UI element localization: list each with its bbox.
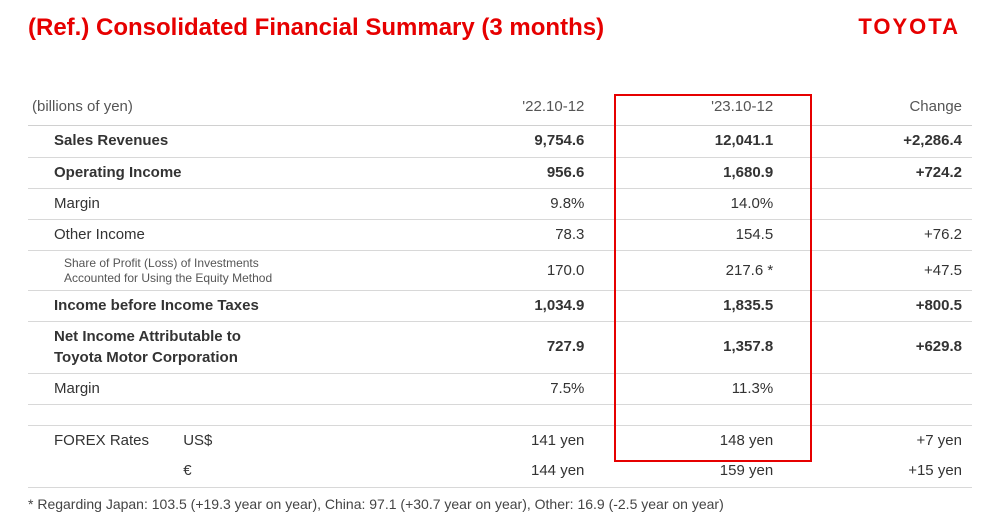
financial-table-container: (billions of yen) '22.10-12 '23.10-12 Ch… [28,92,972,488]
label-sales: Sales Revenues [28,126,406,157]
pretax-chg: +800.5 [783,291,972,322]
row-net-margin: Margin 7.5% 11.3% [28,373,972,404]
equity-chg: +47.5 [783,251,972,291]
unit-label: (billions of yen) [28,92,406,126]
col-period1: '22.10-12 [406,92,595,126]
row-sales: Sales Revenues 9,754.6 12,041.1 +2,286.4 [28,126,972,157]
row-fx-usd: FOREX Rates US$ 141 yen 148 yen +7 yen [28,426,972,457]
footnote: * Regarding Japan: 103.5 (+19.3 year on … [28,496,972,512]
row-operating-income: Operating Income 956.6 1,680.9 +724.2 [28,157,972,188]
label-fx-usd: FOREX Rates US$ [28,426,406,457]
opmargin-p1: 9.8% [406,188,595,219]
fx-usd-p1: 141 yen [406,426,595,457]
financial-table: (billions of yen) '22.10-12 '23.10-12 Ch… [28,92,972,488]
fx-usd-p2: 148 yen [594,426,783,457]
col-change: Change [783,92,972,126]
pretax-p1: 1,034.9 [406,291,595,322]
row-fx-eur: FOREX Rates € 144 yen 159 yen +15 yen [28,456,972,487]
col-period2: '23.10-12 [594,92,783,126]
fx-eur-symbol: € [153,461,343,481]
other-p1: 78.3 [406,220,595,251]
netinc-chg: +629.8 [783,322,972,374]
label-opinc: Operating Income [28,157,406,188]
fx-usd-symbol: US$ [153,431,343,451]
opmargin-p2: 14.0% [594,188,783,219]
row-other-income: Other Income 78.3 154.5 +76.2 [28,220,972,251]
sales-chg: +2,286.4 [783,126,972,157]
label-opmargin: Margin [28,188,406,219]
label-pretax: Income before Income Taxes [28,291,406,322]
netmargin-p1: 7.5% [406,373,595,404]
spacer-row [28,405,972,426]
header: (Ref.) Consolidated Financial Summary (3… [0,0,1000,42]
label-equity: Share of Profit (Loss) of InvestmentsAcc… [28,251,406,291]
row-equity-method: Share of Profit (Loss) of InvestmentsAcc… [28,251,972,291]
equity-p1: 170.0 [406,251,595,291]
label-netmargin: Margin [28,373,406,404]
row-netincome: Net Income Attributable toToyota Motor C… [28,322,972,374]
netmargin-chg [783,373,972,404]
page-title: (Ref.) Consolidated Financial Summary (3… [28,14,604,41]
netinc-p2: 1,357.8 [594,322,783,374]
row-op-margin: Margin 9.8% 14.0% [28,188,972,219]
fx-usd-chg: +7 yen [783,426,972,457]
brand-logo-text: TOYOTA [858,14,960,40]
label-fx-eur: FOREX Rates € [28,456,406,487]
fx-eur-p1: 144 yen [406,456,595,487]
label-netinc: Net Income Attributable toToyota Motor C… [28,322,406,374]
fx-eur-chg: +15 yen [783,456,972,487]
sales-p1: 9,754.6 [406,126,595,157]
fx-eur-p2: 159 yen [594,456,783,487]
label-other: Other Income [28,220,406,251]
row-pretax: Income before Income Taxes 1,034.9 1,835… [28,291,972,322]
sales-p2: 12,041.1 [594,126,783,157]
opinc-chg: +724.2 [783,157,972,188]
opinc-p2: 1,680.9 [594,157,783,188]
opmargin-chg [783,188,972,219]
pretax-p2: 1,835.5 [594,291,783,322]
netinc-p1: 727.9 [406,322,595,374]
table-header-row: (billions of yen) '22.10-12 '23.10-12 Ch… [28,92,972,126]
equity-p2: 217.6 * [594,251,783,291]
other-chg: +76.2 [783,220,972,251]
other-p2: 154.5 [594,220,783,251]
netmargin-p2: 11.3% [594,373,783,404]
opinc-p1: 956.6 [406,157,595,188]
forex-rates-label: FOREX Rates [54,431,149,451]
